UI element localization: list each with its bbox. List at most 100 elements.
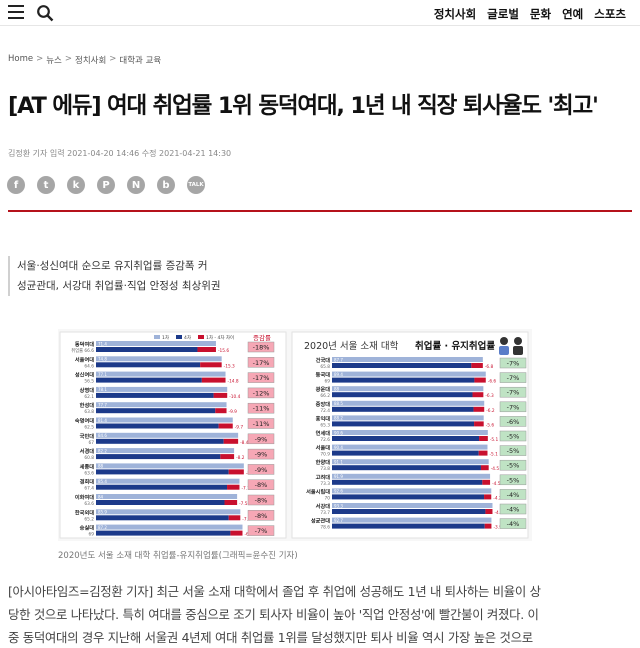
1st-rate-bar [332, 371, 486, 377]
university-name: 이화여대 [75, 493, 94, 501]
university-sub-value: 67 [89, 440, 95, 446]
person-icon [514, 337, 522, 345]
naver-icon[interactable]: N [127, 176, 145, 194]
rate-value: -17% [253, 374, 270, 382]
1st-rate-bar [332, 503, 493, 508]
diff-bar [473, 406, 485, 412]
4th-rate-bar [96, 438, 224, 444]
diff-bar [472, 392, 484, 398]
1st-rate-bar [332, 444, 488, 450]
rate-value: -9% [255, 466, 268, 474]
4th-rate-bar [332, 421, 475, 427]
4th-rate-bar [96, 469, 229, 475]
1st-rate-bar [96, 356, 222, 362]
breadcrumb-news[interactable]: 뉴스 [46, 56, 62, 66]
bar-label: 74.8 [98, 357, 107, 362]
kakaotalk-icon[interactable]: TALK [187, 176, 205, 194]
4th-rate-bar [96, 392, 214, 398]
university-name: 광운대 [316, 385, 331, 393]
rate-value: -5% [507, 447, 520, 455]
chart-title-bold: 취업률 · 유지취업률 [415, 340, 495, 352]
article-summary: 서울·성신여대 순으로 유지취업률 증감폭 커 성균관대, 서강대 취업률·직업… [8, 256, 338, 296]
bar-label: 71.4 [98, 341, 107, 346]
kakaostory-icon[interactable]: k [67, 176, 85, 194]
rate-badge [247, 357, 275, 368]
bar-label: 91.1 [334, 460, 343, 465]
university-sub-value: 63.6 [84, 501, 94, 507]
rate-badge [499, 518, 527, 529]
4th-rate-bar [332, 465, 481, 471]
4th-rate-bar [96, 377, 202, 383]
university-sub-value: 70 [325, 495, 331, 501]
rate-badge [499, 372, 527, 383]
university-name: 홍익대 [316, 414, 331, 422]
main-nav: 정치사회 글로벌 문화 연예 스포츠 [434, 6, 626, 22]
nav-politics-society[interactable]: 정치사회 [433, 7, 477, 21]
university-name: 성신여대 [75, 371, 94, 379]
diff-value: -7.7 [241, 486, 250, 492]
person-icon [499, 346, 509, 355]
university-sub-value: 56.5 [84, 379, 94, 385]
diff-value: -4.2 [493, 495, 502, 501]
rate-badge [247, 372, 275, 383]
university-sub-value: 66.2 [320, 393, 330, 399]
twitter-icon[interactable]: t [37, 176, 55, 194]
1st-rate-bar [96, 402, 227, 408]
1st-rate-bar [332, 415, 484, 421]
top-bar: 정치사회 글로벌 문화 연예 스포츠 [0, 0, 640, 26]
diff-value: -14.8 [228, 379, 239, 385]
rate-badge [247, 464, 275, 475]
4th-rate-bar [332, 392, 473, 398]
university-sub-value: 72.4 [320, 408, 330, 414]
nav-culture[interactable]: 문화 [529, 7, 552, 21]
diff-bar [201, 377, 226, 383]
university-sub-value: 64.6 [84, 363, 94, 369]
nav-entertainment[interactable]: 연예 [562, 7, 584, 21]
rate-badge [247, 510, 275, 521]
breadcrumb-politics-society[interactable]: 정치사회 [75, 56, 107, 66]
band-icon[interactable]: b [157, 176, 175, 194]
nav-sports[interactable]: 스포츠 [594, 7, 626, 21]
university-name: 한양대 [316, 458, 331, 466]
bar-label: 88 [334, 387, 340, 392]
summary-line: 서울·성신여대 순으로 유지취업률 증감폭 커 [17, 260, 208, 272]
university-sub-value: 65.8 [320, 364, 330, 370]
search-icon[interactable] [36, 4, 54, 22]
facebook-icon[interactable]: f [7, 176, 25, 194]
pinterest-icon[interactable]: P [97, 176, 115, 194]
nav-global[interactable]: 글로벌 [487, 7, 519, 21]
rate-badge [247, 525, 275, 536]
university-sub-value: 62.1 [84, 394, 94, 400]
breadcrumb-separator: > [109, 54, 117, 64]
1st-rate-bar [96, 432, 239, 438]
rate-badge [247, 448, 275, 460]
university-sub-value: 취업률 66.6 [71, 347, 94, 354]
4th-rate-bar [96, 362, 201, 368]
diff-bar [482, 479, 491, 485]
diff-bar [200, 362, 222, 368]
chart-title: 2020년 서울 소재 대학 [304, 341, 399, 352]
legend-swatch-4th [176, 335, 182, 339]
breadcrumb-separator: > [36, 54, 44, 64]
4th-rate-bar [96, 484, 228, 490]
bar-label: 88.5 [334, 401, 343, 406]
diff-bar [484, 494, 492, 500]
share-bar: f t k P N b TALK [7, 176, 205, 194]
university-name: 세종대 [80, 462, 95, 470]
rate-value: -7% [507, 403, 520, 411]
diff-value: -6.8 [485, 364, 494, 370]
bar-label: 84.6 [98, 433, 107, 438]
rate-badge [499, 401, 527, 413]
1st-rate-bar [96, 341, 216, 346]
menu-icon[interactable] [8, 5, 24, 19]
breadcrumb-education[interactable]: 대학과 교육 [119, 56, 162, 66]
diff-value: -4.5 [491, 466, 500, 472]
rate-value: -8% [255, 512, 268, 520]
university-sub-value: 65.3 [320, 422, 330, 428]
breadcrumb-home[interactable]: Home [8, 54, 34, 64]
1st-rate-bar [332, 400, 485, 406]
rate-value: -7% [507, 374, 520, 382]
diff-value: -3.9 [493, 525, 502, 531]
section-divider [8, 210, 632, 212]
university-name: 건국대 [316, 356, 331, 364]
